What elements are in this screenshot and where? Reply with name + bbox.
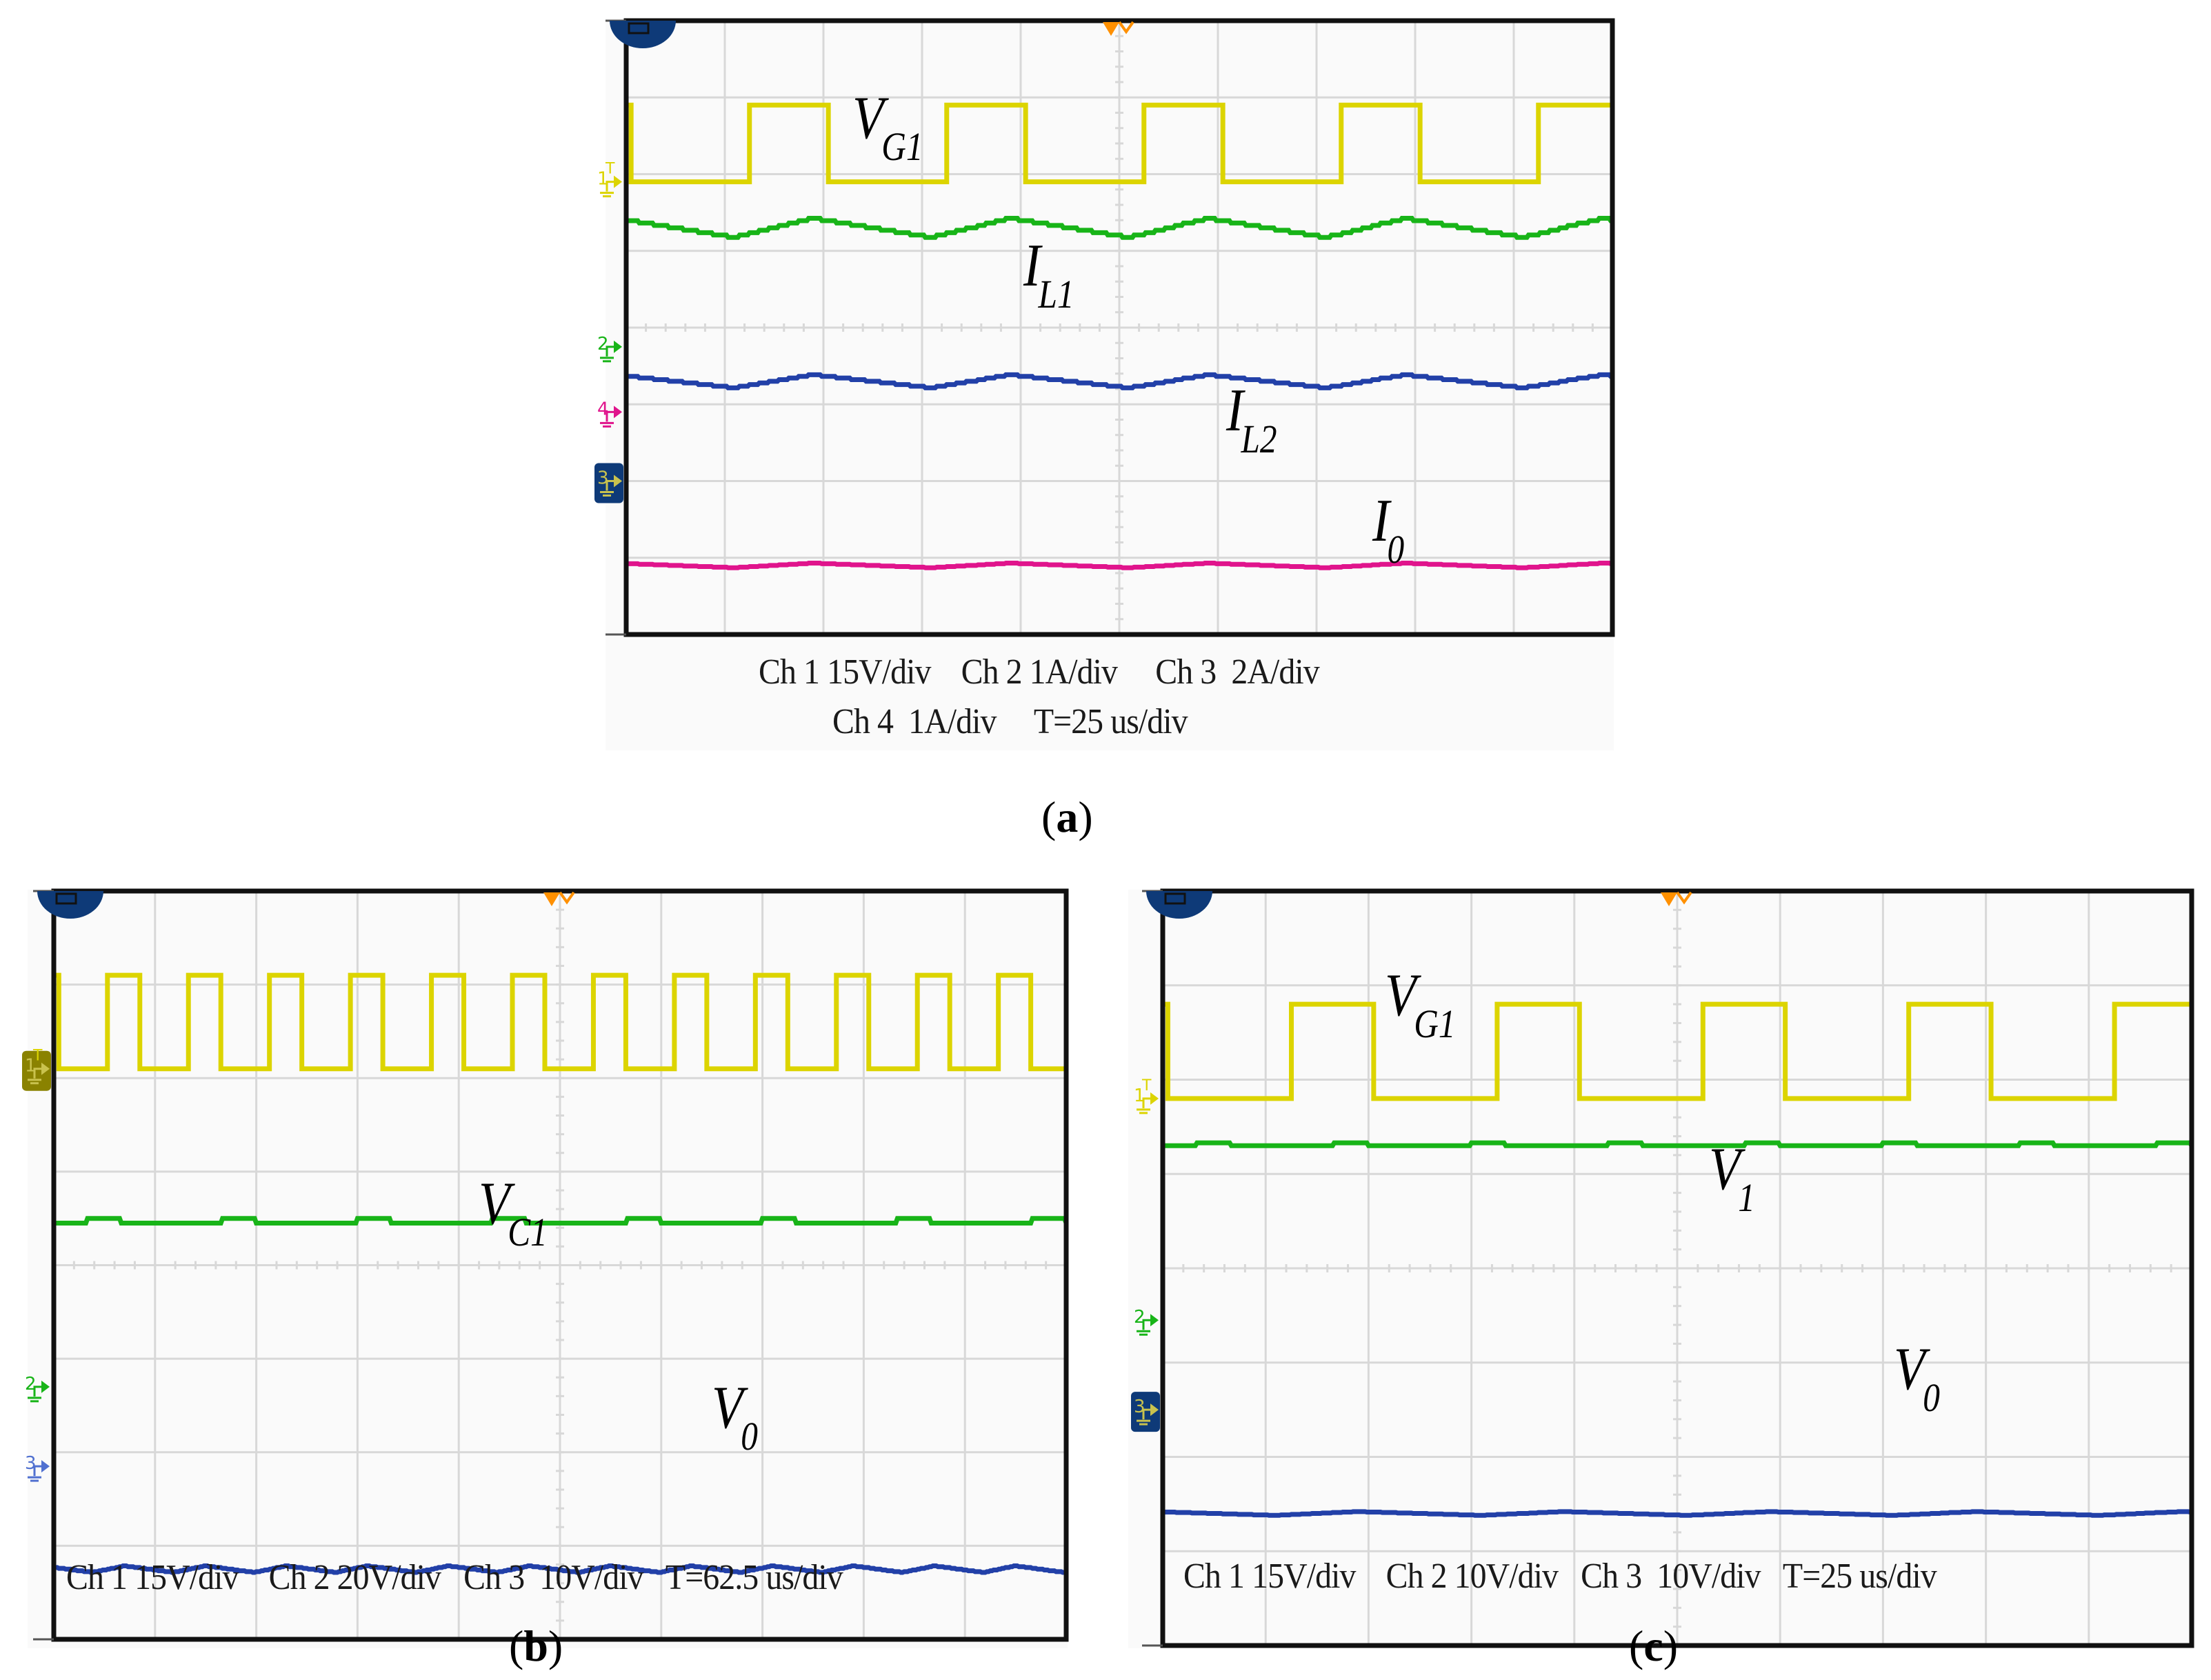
label-v0-b: V0 (712, 1374, 758, 1459)
label-v0-c: V0 (1894, 1336, 1940, 1420)
svg-text:T: T (605, 161, 615, 178)
oscilloscope-plot-c: 1T 2 3 (1131, 888, 2194, 1648)
plot-frame (623, 18, 1615, 637)
channel-1-ground-icon[interactable]: 1T (597, 161, 622, 198)
sublabel-b: (b) (509, 1621, 563, 1670)
svg-text:2: 2 (597, 334, 609, 354)
label-il1: IL1 (1023, 232, 1074, 317)
oscilloscope-plot-b: 1T 2 3 (22, 888, 1069, 1642)
svg-text:1: 1 (25, 1056, 37, 1077)
sublabel-c: (c) (1629, 1621, 1679, 1670)
caption-b: Ch 1 15V/div Ch 2 20V/div Ch 3 10V/div T… (66, 1558, 843, 1597)
svg-text:3: 3 (597, 468, 609, 489)
plot-frame (51, 888, 1069, 1642)
label-vg1-a: VG1 (852, 85, 923, 169)
svg-text:4: 4 (597, 399, 609, 419)
label-vc1: VC1 (479, 1170, 548, 1254)
scope-logo-icon (1146, 891, 1212, 919)
caption-a-line1: Ch 1 15V/div Ch 2 1A/div Ch 3 2A/div (759, 652, 1320, 692)
channel-2-ground-icon[interactable]: 2 (597, 334, 622, 363)
channel-1-ground-icon[interactable]: 1T (1134, 1077, 1159, 1114)
svg-text:3: 3 (1134, 1397, 1145, 1417)
trigger-marker-icon (543, 891, 575, 906)
scope-screen-b (28, 890, 1068, 1648)
channel-2-ground-icon[interactable]: 2 (1134, 1307, 1159, 1336)
caption-c: Ch 1 15V/div Ch 2 10V/div Ch 3 10V/div T… (1183, 1557, 1937, 1596)
channel-1-ground-icon[interactable]: 1T (22, 1048, 51, 1091)
label-vg1-c: VG1 (1385, 962, 1456, 1046)
label-v1: V1 (1709, 1136, 1755, 1220)
svg-text:1: 1 (1134, 1086, 1145, 1106)
scope-logo-icon (610, 21, 676, 48)
grid (625, 19, 1614, 636)
svg-text:3: 3 (25, 1453, 37, 1474)
grid (1161, 890, 2193, 1647)
svg-text:1: 1 (597, 169, 609, 190)
channel-4-ground-icon[interactable]: 4 (597, 399, 622, 428)
svg-text:T: T (1141, 1077, 1152, 1094)
channel-3-ground-icon[interactable]: 3 (594, 463, 623, 503)
svg-text:T: T (32, 1048, 43, 1065)
grid (52, 890, 1068, 1641)
channel-3-ground-icon[interactable]: 3 (25, 1453, 50, 1482)
channel-2-ground-icon[interactable]: 2 (25, 1374, 50, 1403)
sublabel-a: (a) (1041, 792, 1093, 841)
oscilloscope-plot-a: 1T 2 4 3 (594, 18, 1615, 637)
svg-text:2: 2 (25, 1374, 37, 1394)
svg-text:2: 2 (1134, 1307, 1145, 1328)
trigger-marker-icon (1103, 21, 1134, 36)
label-i0: I0 (1372, 488, 1405, 572)
scope-logo-icon (37, 891, 103, 919)
caption-a-line2: Ch 4 1A/div T=25 us/div (832, 702, 1188, 741)
plot-frame (1160, 888, 2194, 1648)
channel-3-ground-icon[interactable]: 3 (1131, 1392, 1160, 1432)
label-il2: IL2 (1226, 377, 1277, 461)
trigger-marker-icon (1661, 891, 1692, 906)
